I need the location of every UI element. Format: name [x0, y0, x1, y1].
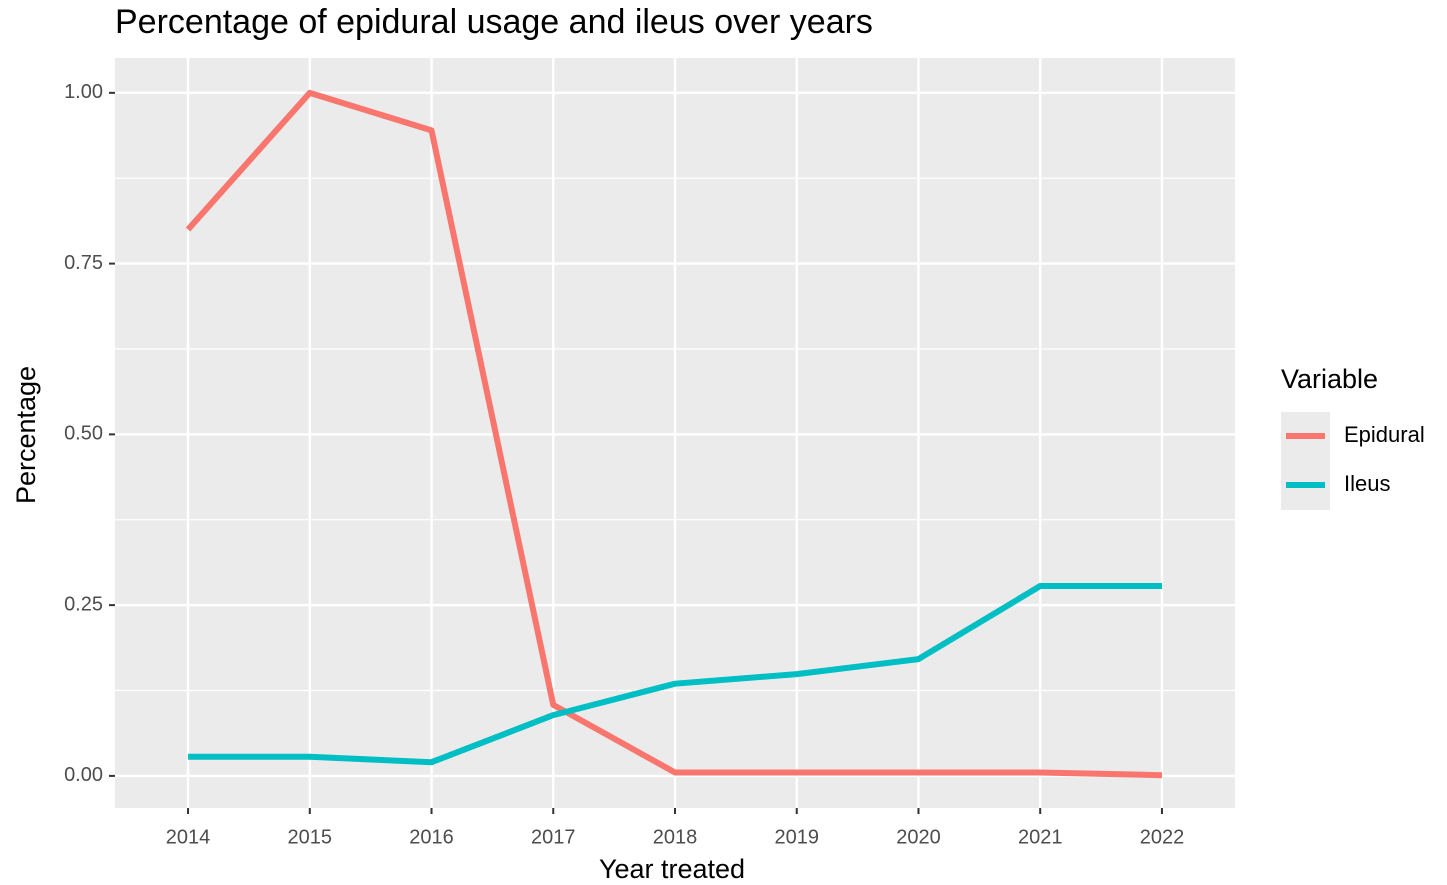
x-tick-label: 2021: [1018, 826, 1063, 848]
y-tick-label: 0.00: [64, 764, 103, 786]
x-axis-label: Year treated: [599, 854, 745, 884]
y-axis-label: Percentage: [11, 366, 41, 504]
line-series: [185, 89, 1163, 779]
x-tick-label: 2016: [409, 826, 454, 848]
x-tick-label: 2022: [1140, 826, 1185, 848]
legend-title: Variable: [1281, 364, 1378, 394]
y-tick-label: 0.50: [64, 423, 103, 445]
legend-label: Epidural: [1344, 422, 1425, 447]
chart-title: Percentage of epidural usage and ileus o…: [115, 3, 873, 41]
x-tick-label: 2015: [288, 826, 333, 848]
x-tick-label: 2019: [774, 826, 819, 848]
x-tick-label: 2014: [166, 826, 211, 848]
x-tick-label: 2017: [531, 826, 576, 848]
legend-label: Ileus: [1344, 471, 1390, 496]
x-tick-label: 2020: [896, 826, 941, 848]
line-series: [188, 583, 1162, 766]
y-tick-label: 0.25: [64, 593, 103, 615]
x-tick-label: 2018: [653, 826, 698, 848]
y-tick-label: 0.75: [64, 252, 103, 274]
y-tick-label: 1.00: [64, 81, 103, 103]
